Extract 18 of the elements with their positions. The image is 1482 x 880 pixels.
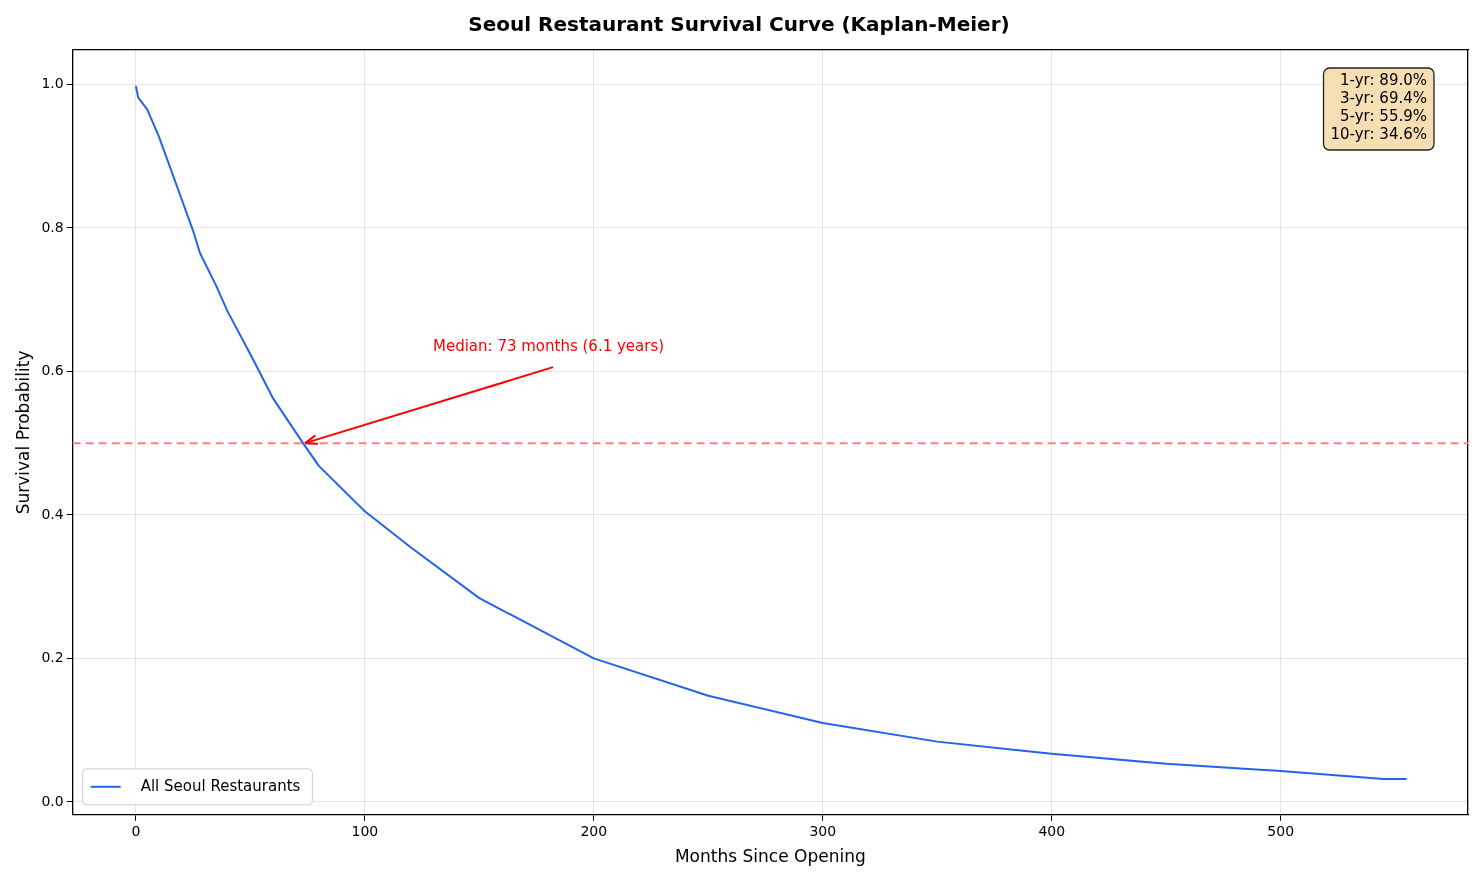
x-tick-label: 400 bbox=[1038, 822, 1066, 839]
y-tick-label: 0.0 bbox=[41, 792, 64, 809]
y-tick-label: 0.8 bbox=[41, 218, 64, 235]
legend-label: All Seoul Restaurants bbox=[140, 776, 301, 795]
y-tick-label: 0.4 bbox=[41, 505, 64, 522]
y-tick-label: 1.0 bbox=[41, 75, 64, 92]
y-tick-label: 0.6 bbox=[41, 362, 64, 379]
x-axis-title: Months Since Opening bbox=[674, 846, 866, 867]
x-tick-label: 200 bbox=[580, 822, 608, 839]
y-axis-title: Survival Probability bbox=[12, 350, 33, 515]
x-tick-label: 0 bbox=[131, 822, 141, 839]
x-tick-label: 100 bbox=[351, 822, 379, 839]
x-tick-label: 300 bbox=[809, 822, 837, 839]
annotation: 1-yr: 89.0% 3-yr: 69.4% 5-yr: 55.9% 10-yr: 34.6% bbox=[1330, 71, 1427, 144]
y-tick-label: 0.2 bbox=[41, 649, 64, 666]
annotation: Median: 73 months (6.1 years) bbox=[433, 337, 665, 356]
x-tick-label: 500 bbox=[1267, 822, 1295, 839]
chart-title: Seoul Restaurant Survival Curve (Kaplan-Meier) bbox=[468, 12, 1010, 37]
